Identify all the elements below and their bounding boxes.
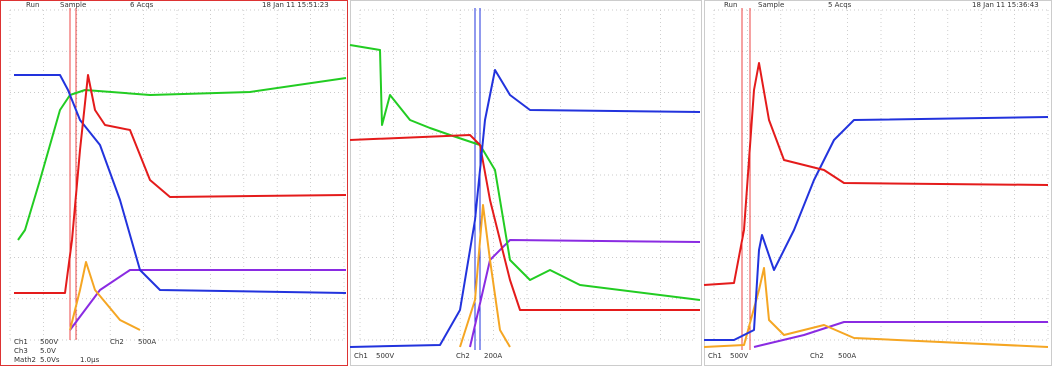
readout: 500A xyxy=(838,352,856,360)
acq-count: 6 Acqs xyxy=(130,1,154,9)
trace-math xyxy=(753,321,1048,348)
trace-ch3 xyxy=(349,44,701,301)
readout: Ch2 xyxy=(456,352,470,360)
scope-panel: Run Sample 6 Acqs 18 Jan 11 15:51:23 Ch1… xyxy=(0,0,348,366)
readout: Ch1 xyxy=(354,352,368,360)
trace-ch2 xyxy=(704,116,1049,341)
panel-frame xyxy=(0,0,348,366)
readout: Ch2 xyxy=(110,338,124,346)
scope-panel: Run Sample 5 Acqs 18 Jan 11 15:36:43 Ch1… xyxy=(703,0,1052,366)
timestamp: 18 Jan 11 15:36:43 xyxy=(972,1,1039,9)
readout: Math2 xyxy=(14,356,36,364)
readout: 1.0µs xyxy=(80,356,100,364)
status: Run xyxy=(26,1,39,9)
trace-ch1 xyxy=(703,62,1049,286)
trace-ch2 xyxy=(14,74,347,294)
trace-math xyxy=(469,239,701,348)
scope-panel: Ch1 500V Ch2 200A xyxy=(349,0,702,366)
status: Run xyxy=(724,1,737,9)
readout: 500A xyxy=(138,338,156,346)
trace-ch4 xyxy=(703,267,1049,348)
trace-ch1 xyxy=(14,74,347,294)
mode: Sample xyxy=(758,1,784,9)
readout: Ch1 xyxy=(708,352,722,360)
readout: Ch3 xyxy=(14,347,28,355)
acq-count: 5 Acqs xyxy=(828,1,852,9)
readout: 500V xyxy=(40,338,58,346)
timestamp: 18 Jan 11 15:51:23 xyxy=(262,1,329,9)
trace-ch2 xyxy=(349,69,701,348)
readout: 500V xyxy=(730,352,748,360)
readout: 5.0V xyxy=(40,347,56,355)
trace-ch1 xyxy=(349,134,700,311)
readout: Ch2 xyxy=(810,352,824,360)
readout: 5.0Vs xyxy=(40,356,60,364)
readout: 200A xyxy=(484,352,502,360)
readout: 500V xyxy=(376,352,394,360)
trace-ch4 xyxy=(69,261,141,331)
readout: Ch1 xyxy=(14,338,28,346)
trace-math xyxy=(69,269,346,331)
trace-ch4 xyxy=(459,204,511,348)
mode: Sample xyxy=(60,1,86,9)
